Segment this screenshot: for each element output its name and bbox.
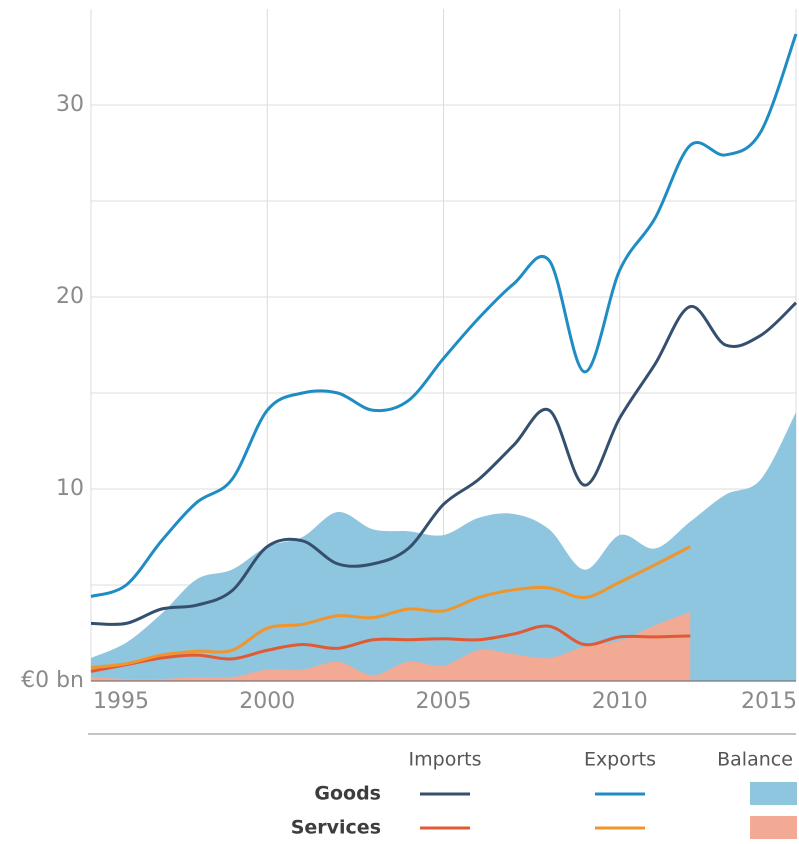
trade-line — [90, 33, 798, 598]
x-tick-label: 2005 — [416, 689, 472, 714]
legend-label: Services — [291, 817, 381, 839]
legend-swatch — [750, 782, 797, 805]
x-tick-label: 2010 — [592, 689, 648, 714]
legend-header: Exports — [584, 749, 656, 771]
balance-area — [91, 611, 691, 681]
x-tick-label: 2015 — [741, 689, 797, 714]
y-tick-label: 10 — [56, 476, 84, 501]
trade-line — [90, 545, 691, 670]
legend-label: Goods — [314, 783, 381, 805]
x-tick-label: 2000 — [239, 689, 295, 714]
y-tick-label: 30 — [56, 92, 84, 117]
balance-area — [91, 412, 796, 681]
legend-header: Imports — [409, 749, 482, 771]
y-tick-label: €0 bn — [21, 668, 84, 693]
legend-header: Balance — [717, 749, 793, 771]
x-tick-label: 1995 — [93, 689, 149, 714]
trade-line — [90, 624, 691, 673]
trade-line — [90, 301, 798, 626]
y-tick-label: 20 — [56, 284, 84, 309]
legend-swatch — [750, 816, 797, 839]
